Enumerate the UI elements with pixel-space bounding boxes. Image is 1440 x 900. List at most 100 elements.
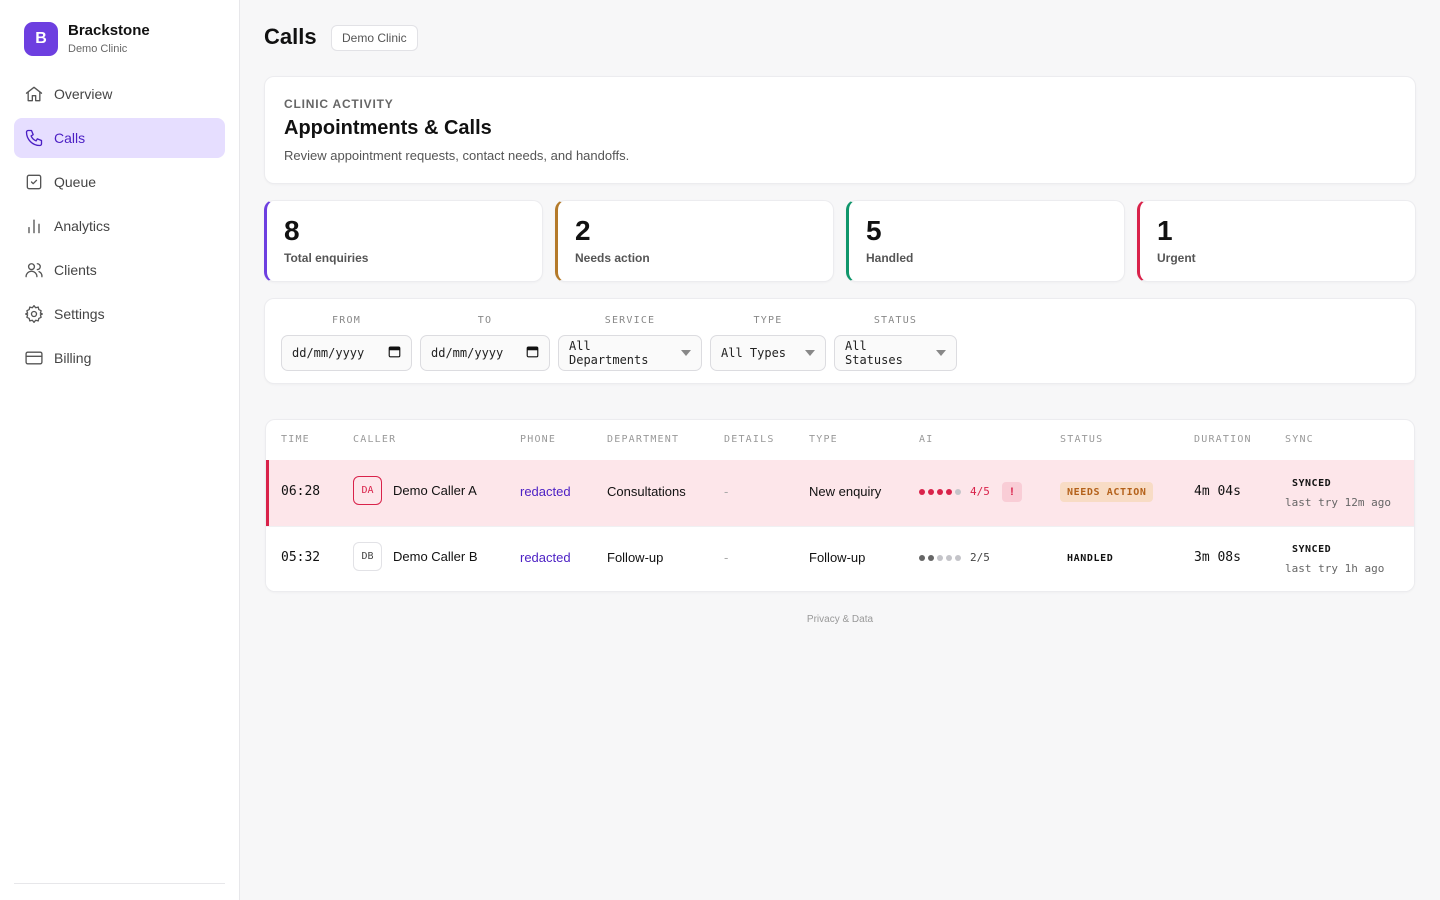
enquiry-type: New enquiry	[809, 484, 882, 499]
calls-table: TIME CALLER PHONE DEPARTMENT DETAILS TYP…	[265, 419, 1415, 592]
users-icon	[24, 260, 44, 280]
column-header-duration[interactable]: DURATION	[1194, 434, 1252, 445]
brand[interactable]: B Brackstone Demo Clinic	[24, 22, 150, 56]
status-select[interactable]: All Statuses	[834, 335, 957, 371]
phone-number[interactable]: redacted	[520, 550, 571, 565]
privacy-link[interactable]: Privacy & Data	[806, 614, 874, 625]
filter-label: FROM	[332, 315, 361, 326]
brand-logo: B	[24, 22, 58, 56]
column-header-time[interactable]: TIME	[281, 434, 310, 445]
brand-subtitle: Demo Clinic	[68, 43, 128, 55]
sidebar-item-queue[interactable]: Queue	[14, 162, 225, 202]
urgent-flag: !	[1002, 482, 1022, 502]
bar-chart-icon	[24, 216, 44, 236]
stat-card-total: 8 Total enquiries	[264, 200, 543, 282]
ai-score-dot	[919, 554, 925, 561]
stat-label: Handled	[866, 251, 914, 265]
sidebar-item-billing[interactable]: Billing	[14, 338, 225, 378]
date-placeholder: dd/mm/yyyy	[292, 346, 365, 360]
type-select[interactable]: All Types	[710, 335, 826, 371]
stat-value: 8	[284, 215, 300, 246]
caller-name[interactable]: Demo Caller B	[393, 549, 478, 564]
filter-label: TO	[477, 315, 493, 326]
column-header-caller[interactable]: CALLER	[353, 434, 397, 445]
stat-card-needs-action: 2 Needs action	[555, 200, 834, 282]
sidebar-item-label: Analytics	[54, 218, 111, 234]
stat-label: Total enquiries	[284, 251, 369, 265]
sidebar-item-overview[interactable]: Overview	[14, 74, 225, 114]
brand-name: Brackstone	[68, 22, 150, 39]
stat-card-handled: 5 Handled	[846, 200, 1125, 282]
column-header-sync[interactable]: SYNC	[1285, 434, 1314, 445]
date-placeholder: dd/mm/yyyy	[431, 346, 504, 360]
sidebar-item-label: Calls	[54, 130, 86, 146]
select-value: All Departments	[569, 339, 649, 367]
stat-card-urgent: 1 Urgent	[1137, 200, 1416, 282]
column-header-ai[interactable]: AI	[919, 434, 934, 445]
filter-type: TYPE All Types	[710, 315, 826, 371]
sync-time: last try 12m ago	[1285, 496, 1391, 509]
column-header-details[interactable]: DETAILS	[724, 434, 775, 445]
stat-value: 2	[575, 215, 591, 246]
service-select[interactable]: All Departments	[558, 335, 702, 371]
column-header-phone[interactable]: PHONE	[520, 434, 557, 445]
filter-label: STATUS	[873, 315, 918, 326]
ai-score-dot	[928, 488, 934, 495]
home-icon	[24, 84, 44, 104]
activity-eyebrow: CLINIC ACTIVITY	[284, 97, 394, 111]
call-duration: 4m 04s	[1194, 484, 1241, 499]
table-row[interactable]: 05:32 DB Demo Caller B redacted Follow-u…	[266, 526, 1414, 591]
filter-label: SERVICE	[604, 315, 656, 326]
sidebar-nav: Overview Calls Queue Analytics Clients S…	[14, 74, 225, 382]
ai-score-dot	[937, 554, 943, 561]
stat-value: 1	[1157, 215, 1173, 246]
to-date-input[interactable]: dd/mm/yyyy	[420, 335, 550, 371]
sidebar-item-label: Queue	[54, 174, 97, 190]
ai-score-dot	[946, 488, 952, 495]
stat-label: Urgent	[1157, 251, 1196, 265]
column-header-status[interactable]: STATUS	[1060, 434, 1104, 445]
ai-score-dot	[937, 488, 943, 495]
ai-score-dot	[955, 488, 961, 495]
department: Follow-up	[607, 550, 664, 565]
details: -	[724, 550, 729, 565]
select-value: All Statuses	[845, 339, 903, 367]
table-row[interactable]: 06:28 DA Demo Caller A redacted Consulta…	[266, 460, 1414, 526]
activity-description: Review appointment requests, contact nee…	[284, 148, 630, 163]
caller-name[interactable]: Demo Caller A	[393, 483, 477, 498]
ai-score-dot	[946, 554, 952, 561]
sidebar-item-label: Overview	[54, 86, 113, 102]
chevron-down-icon	[936, 350, 946, 356]
status-badge: HANDLED	[1067, 552, 1114, 564]
sidebar-item-settings[interactable]: Settings	[14, 294, 225, 334]
call-time: 06:28	[281, 484, 321, 499]
page-title: Calls	[264, 24, 317, 49]
filter-to: TO dd/mm/yyyy	[420, 315, 550, 371]
calendar-icon[interactable]	[388, 345, 401, 361]
stat-value: 5	[866, 215, 882, 246]
sidebar-item-label: Billing	[54, 350, 92, 366]
checkbox-icon	[24, 172, 44, 192]
sync-status: SYNCED	[1292, 544, 1332, 555]
column-header-type[interactable]: TYPE	[809, 434, 838, 445]
credit-card-icon	[24, 348, 44, 368]
from-date-input[interactable]: dd/mm/yyyy	[281, 335, 412, 371]
sidebar: B Brackstone Demo Clinic Overview Calls …	[0, 0, 240, 900]
ai-score-meter: 2/5	[919, 551, 990, 564]
sidebar-item-calls[interactable]: Calls	[14, 118, 225, 158]
chevron-down-icon	[681, 350, 691, 356]
status-badge: NEEDS ACTION	[1060, 482, 1154, 502]
phone-number[interactable]: redacted	[520, 484, 571, 499]
sidebar-item-analytics[interactable]: Analytics	[14, 206, 225, 246]
ai-score-dot	[928, 554, 934, 561]
filter-label: TYPE	[753, 315, 783, 326]
avatar: DA	[353, 476, 382, 505]
filter-from: FROM dd/mm/yyyy	[281, 315, 412, 371]
sidebar-item-clients[interactable]: Clients	[14, 250, 225, 290]
ai-score-label: 4/5	[970, 485, 990, 498]
ai-score-dot	[955, 554, 961, 561]
call-time: 05:32	[281, 550, 321, 565]
calendar-icon[interactable]	[526, 345, 539, 361]
column-header-department[interactable]: DEPARTMENT	[607, 434, 680, 445]
gear-icon	[24, 304, 44, 324]
